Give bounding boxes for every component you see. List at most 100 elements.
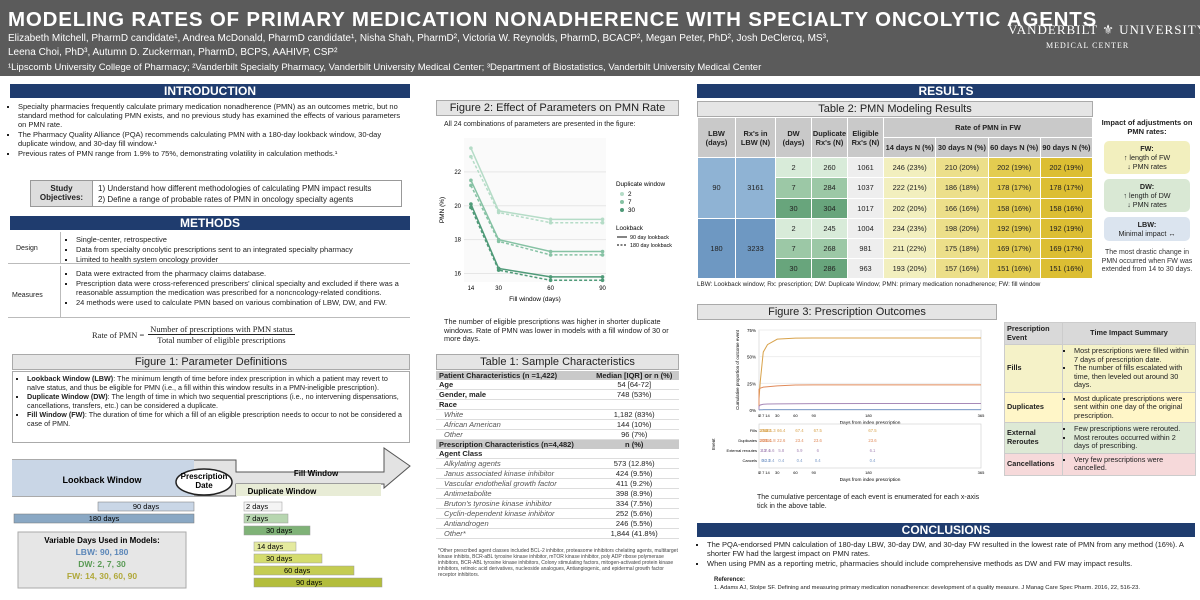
fig3-table-cell: 6.1 bbox=[870, 448, 876, 453]
t2-cell: 246 (23%) bbox=[882, 157, 937, 179]
fig3-table-xtick: 14 bbox=[765, 470, 770, 475]
dw-bar-label: 7 days bbox=[246, 514, 268, 523]
design-item: Data from specialty oncolytic prescripti… bbox=[76, 245, 406, 254]
results-heading: RESULTS bbox=[697, 84, 1195, 98]
table1-row: African American 144 (10%) bbox=[436, 420, 679, 430]
t2-cell: 284 bbox=[811, 177, 848, 199]
fig2-chart: 16 18 20 22 14 30 60 90 Fill window (days) PMN (%… bbox=[439, 138, 672, 303]
fig2-legend-label: 30 bbox=[628, 207, 636, 214]
table1-row: Antimetabolite 398 (8.9%) bbox=[436, 489, 679, 499]
var-lbw: LBW: 90, 180 bbox=[76, 547, 129, 557]
design-item: Limited to health system oncology provid… bbox=[76, 255, 406, 264]
t2-h-fw: 30 days N (%) bbox=[935, 137, 989, 159]
dw-bar-2 bbox=[243, 501, 283, 512]
t2-row: 180 3233 2 245 1004 234 (23%) 198 (20%) 192 (19… bbox=[697, 217, 1094, 280]
fig2-legend-lb-title: Lookback bbox=[616, 225, 644, 232]
var-title: Variable Days Used in Models: bbox=[44, 536, 160, 545]
fig3-table-cell: 0.2 bbox=[761, 458, 767, 463]
t3-event: External Reroutes bbox=[1004, 422, 1063, 454]
fig2-legend-dw-title: Duplicate window bbox=[616, 181, 665, 188]
t3-event: Cancellations bbox=[1004, 452, 1063, 476]
dw-bar-30 bbox=[243, 525, 311, 536]
t2-cell: 158 (16%) bbox=[1039, 197, 1094, 219]
fig3-table-cell: 10.5 bbox=[759, 428, 768, 433]
fig2-point bbox=[496, 210, 501, 215]
fig3-xtick: 180 bbox=[865, 413, 872, 418]
pmn-formula: Rate of PMN = Number of prescriptions wi… bbox=[92, 324, 295, 345]
rx-label-2: Date bbox=[195, 481, 213, 490]
t2-cell: 198 (20%) bbox=[935, 217, 989, 239]
t2-cell: 192 (19%) bbox=[987, 217, 1041, 239]
fig3-table-xtick: 0 bbox=[758, 470, 761, 475]
fig2-subtitle: All 24 combinations of parameters are pr… bbox=[444, 121, 636, 128]
vanderbilt-logo-subtitle: MEDICAL CENTER bbox=[1046, 41, 1130, 50]
t2-cell: 178 (17%) bbox=[1039, 177, 1094, 199]
reference-label: Reference: bbox=[714, 577, 746, 583]
formula-denominator: Total number of eligible prescriptions bbox=[157, 335, 286, 345]
fig2-legend-label: 7 bbox=[628, 199, 632, 206]
fig3-table-rowlabel: Duplicates bbox=[738, 438, 757, 443]
objective-2: 2) Define a range of probable rates of P… bbox=[98, 195, 354, 204]
fig3-chart: 0% 25% 50% 75% Cumulative proportion of outc… bbox=[711, 328, 985, 483]
table2-heading: Table 2: PMN Modeling Results bbox=[697, 101, 1093, 117]
conclusion-bullet: The PQA-endorsed PMN calculation of 180-… bbox=[707, 540, 1195, 558]
table1-row: Race bbox=[436, 400, 679, 410]
fig1-heading: Figure 1: Parameter Definitions bbox=[12, 354, 410, 370]
fig2-plot-area bbox=[464, 138, 606, 282]
fig3-table-xtick: 2 bbox=[759, 470, 762, 475]
t2-lbw: 180 bbox=[697, 217, 736, 280]
lbw-bar-label: 180 days bbox=[89, 514, 120, 523]
fig2-series-2-lb90 bbox=[470, 147, 603, 221]
measures-item: 24 methods were used to calculate PMN ba… bbox=[76, 298, 406, 307]
fig3-table-cell: 0.4 bbox=[769, 458, 775, 463]
fig2-series-7-lb180 bbox=[470, 185, 603, 256]
t2-h-elig: Eligible Rx's (N) bbox=[847, 116, 884, 159]
formula-numerator: Number of prescriptions with PMN status bbox=[148, 324, 295, 335]
t2-h-fw: 60 days N (%) bbox=[987, 137, 1041, 159]
fig1-timeline: Lookback Window Prescription Date Fill W… bbox=[12, 447, 411, 589]
measures-item: Prescription data were cross-referenced … bbox=[76, 279, 406, 297]
fig3-table-cell: 0 bbox=[762, 458, 765, 463]
fig2-point bbox=[548, 278, 553, 283]
fig3-table-cell: 0.4 bbox=[870, 458, 876, 463]
rx-label: Prescription bbox=[181, 472, 228, 481]
t2-cell: 286 bbox=[811, 257, 848, 280]
t2-cell: 158 (16%) bbox=[987, 197, 1041, 219]
t2-cell: 157 (16%) bbox=[935, 257, 989, 280]
fig3-table-xtick: 60 bbox=[793, 470, 798, 475]
fig3-table-xtick: 90 bbox=[812, 470, 817, 475]
t2-cell: 202 (19%) bbox=[1039, 157, 1094, 179]
conclusion-bullet: When using PMN as a reporting metric, ph… bbox=[707, 559, 1195, 568]
intro-bullet: Specialty pharmacies frequently calculat… bbox=[18, 102, 408, 129]
fig3-table-cell: 67.5 bbox=[868, 428, 877, 433]
t2-cell: 963 bbox=[847, 257, 884, 280]
t2-h-dup: Duplicate Rx's (N) bbox=[811, 116, 848, 159]
fig3-table-cell: 66.4 bbox=[777, 428, 786, 433]
lbw-bar-180 bbox=[13, 513, 195, 524]
fig3-table-cell: 23.6 bbox=[814, 438, 823, 443]
table1-row: Other* 1,844 (41.8%) bbox=[436, 529, 679, 539]
fig3-ylabel: Cumulative proportion of outcome event bbox=[735, 329, 740, 410]
fig3-xtick: 30 bbox=[775, 413, 780, 418]
t2-cell: 1037 bbox=[847, 177, 884, 199]
design-item: Single-center, retrospective bbox=[76, 235, 406, 244]
fig2-series-30-lb180 bbox=[470, 207, 603, 282]
fig2-ylabel: PMN (%) bbox=[439, 197, 446, 223]
fw-bar-60 bbox=[253, 565, 355, 576]
fig3-table-cell: 23.4 bbox=[795, 438, 804, 443]
fig3-caption: The cumulative percentage of each event … bbox=[757, 494, 980, 510]
fig2-point bbox=[469, 205, 473, 210]
affiliations: ¹Lipscomb University College of Pharmacy… bbox=[8, 62, 762, 73]
t2-cell: 234 (23%) bbox=[882, 217, 937, 239]
lbw-zone bbox=[12, 460, 194, 496]
fig2-series-2-lb180 bbox=[470, 156, 603, 224]
fig2-xtick: 90 bbox=[599, 286, 606, 292]
table1-row: Janus associated kinase inhibitor 424 (9.… bbox=[436, 469, 679, 479]
lbw-bars: 90 days 180 days bbox=[13, 501, 195, 524]
fig3-table-cell: 61.3 bbox=[767, 428, 776, 433]
table2-footnote: LBW: Lookback window; Rx: prescription; … bbox=[697, 281, 1041, 288]
t2-cell: 245 bbox=[811, 217, 848, 239]
fig2-point bbox=[469, 202, 473, 206]
fig3-table-cell: 4.7 bbox=[761, 448, 767, 453]
t2-h-rx: Rx's in LBW (N) bbox=[735, 116, 776, 159]
